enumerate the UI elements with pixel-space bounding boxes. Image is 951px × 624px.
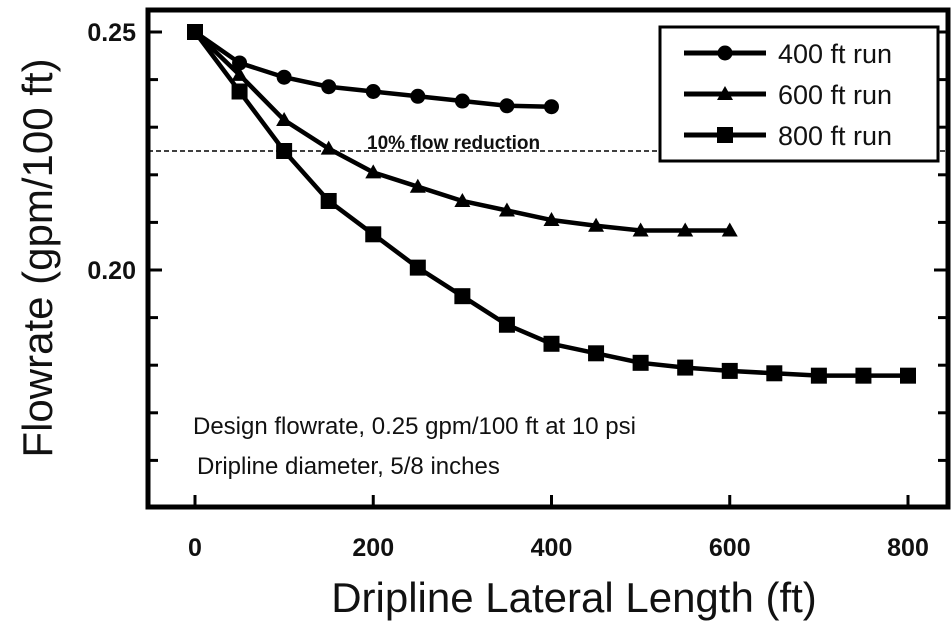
data-point: [588, 217, 605, 232]
data-point: [721, 362, 738, 379]
data-point: [632, 222, 649, 237]
x-tick-label: 400: [531, 534, 573, 562]
data-point: [365, 84, 381, 99]
data-point: [721, 222, 738, 237]
legend-marker: [717, 45, 733, 61]
series-circle: [187, 24, 559, 115]
data-point: [677, 222, 694, 237]
legend-item: 400 ft run: [684, 39, 892, 69]
data-point: [498, 316, 515, 333]
legend-item: 800 ft run: [684, 121, 892, 151]
data-point: [544, 99, 559, 115]
data-point: [632, 354, 649, 371]
x-tick-label: 600: [709, 534, 751, 562]
data-point: [231, 66, 248, 81]
data-point: [231, 83, 248, 100]
data-point: [900, 367, 916, 384]
x-axis-title: Dripline Lateral Length (ft): [331, 574, 817, 621]
legend-marker: [717, 127, 733, 143]
data-point: [454, 93, 470, 109]
annotation-design-flowrate: Design flowrate, 0.25 gpm/100 ft at 10 p…: [193, 413, 636, 440]
legend-label: 800 ft run: [778, 121, 892, 151]
data-point: [187, 24, 203, 40]
series-layer: [187, 24, 916, 384]
legend-label: 600 ft run: [778, 80, 892, 110]
x-tick-label: 0: [188, 534, 202, 562]
legend-items: 400 ft run 600 ft run 800 ft run: [684, 39, 892, 151]
data-point: [365, 164, 382, 179]
data-point: [276, 112, 293, 127]
data-point: [276, 143, 293, 159]
data-point: [454, 288, 471, 305]
data-point: [409, 178, 426, 193]
data-point: [454, 192, 471, 207]
legend: 400 ft run 600 ft run 800 ft run: [658, 25, 940, 163]
series-square: [187, 24, 916, 384]
y-axis-title: Flowrate (gpm/100 ft): [14, 58, 61, 457]
y-tick-label: 0.20: [87, 257, 136, 285]
reference-line-label: 10% flow reduction: [367, 133, 540, 154]
data-point: [232, 55, 248, 71]
legend-label: 400 ft run: [778, 39, 892, 69]
data-point: [588, 345, 605, 362]
data-point: [320, 192, 337, 209]
x-tick-label: 200: [352, 534, 394, 562]
data-point: [276, 69, 292, 85]
legend-item: 600 ft run: [684, 80, 892, 110]
data-point: [320, 140, 337, 155]
data-point: [409, 259, 426, 276]
ticks-layer: 0 200 400 600 800 0.20 0.25: [87, 19, 948, 562]
data-point: [810, 367, 827, 384]
data-point: [543, 212, 560, 227]
data-point: [498, 202, 515, 217]
data-point: [766, 365, 783, 382]
annotation-dripline-diameter: Dripline diameter, 5/8 inches: [197, 453, 500, 480]
data-point: [410, 88, 426, 104]
series-triangle: [187, 24, 738, 237]
x-tick-label: 800: [887, 534, 929, 562]
data-point: [365, 226, 382, 243]
data-point: [677, 359, 694, 376]
y-tick-label: 0.25: [87, 19, 136, 47]
plot-frame: [145, 7, 951, 510]
data-point: [499, 98, 515, 114]
data-point: [543, 335, 560, 352]
data-point: [321, 79, 337, 95]
legend-marker: [717, 86, 733, 100]
data-point: [855, 367, 872, 384]
